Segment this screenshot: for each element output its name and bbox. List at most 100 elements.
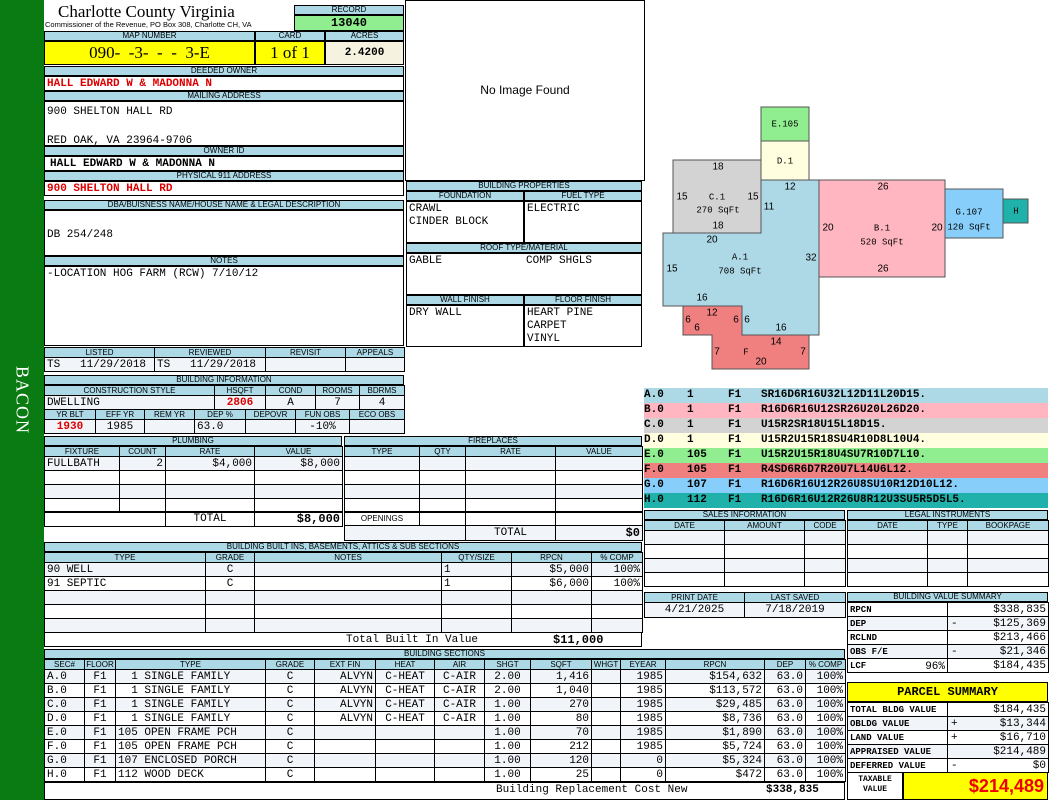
section-path: R16D6R16U12R26U8R12U3SU5R5D5L5. [761, 494, 966, 506]
table-cell: C-HEAT [375, 711, 435, 726]
table-cell [591, 590, 643, 605]
section-code-row: G.0 107 F1 R16D6R16U12R26U8SU10R12D10L12. [644, 478, 1048, 493]
parcel-sign: + [951, 717, 958, 730]
parcel-label: APPRAISED VALUE [847, 744, 948, 759]
parcel-label: LAND VALUE [847, 730, 948, 745]
sketch-label: 7 [800, 347, 806, 358]
deeded-owner: HALL EDWARD W & MADONNA N [44, 76, 404, 91]
value-summary-table: RPCN $338,835 DEP - $125,369 RCLND $213,466 OBS… [847, 602, 1049, 673]
table-cell: 90 WELL [44, 562, 206, 577]
value-summary-row: RPCN $338,835 [847, 602, 1049, 617]
parcel-value: + $13,344 [947, 716, 1049, 731]
table-cell: 1,040 [530, 683, 592, 698]
builtins-total-label: Total Built In Value [346, 634, 479, 646]
sketch-label: G.107 [955, 207, 982, 217]
column-header: CODE [804, 520, 846, 531]
column-header: TYPE [927, 520, 968, 531]
sketch-section-g [944, 188, 1004, 239]
table-cell: 0 [620, 753, 666, 768]
table-cell [165, 470, 255, 485]
builtins-title: BUILDING BUILT INS, BASEMENTS, ATTICS & … [44, 542, 642, 552]
table-cell [314, 753, 376, 768]
table-cell [375, 725, 435, 740]
plumbing-table: FIXTURE COUNT RATE VALUE FULLBATH 2 $4,000 $8,0… [44, 446, 343, 513]
table-cell [375, 753, 435, 768]
table-row [344, 470, 643, 485]
table-cell [927, 544, 968, 559]
table-cell: $5,000 [511, 562, 592, 577]
table-cell: 63.0 [764, 669, 806, 684]
table-header-row: DATE AMOUNT CODE [644, 520, 846, 531]
sketch-label: 16 [696, 293, 708, 304]
table-cell: 1.00 [484, 739, 531, 754]
table-cell [254, 470, 343, 485]
column-header: DATE [847, 520, 928, 531]
table-cell [465, 470, 556, 485]
table-cell: 270 [530, 697, 592, 712]
deeded-owner-label: DEEDED OWNER [44, 66, 404, 76]
building-sections-table: SEC# FLOOR TYPE GRADE EXT FIN HEAT AIR SHGT SQFT… [44, 659, 846, 782]
table-cell: $5,724 [665, 739, 765, 754]
table-row [644, 544, 846, 559]
column-header: RPCN [665, 659, 765, 670]
table-row [44, 618, 643, 633]
floor-finish-values: HEART PINE CARPET VINYL [524, 305, 642, 347]
table-cell: 1.00 [484, 753, 531, 768]
table-row: E.0 F1 105 OPEN FRAME PCH C 1.00 70 1985 $1,890… [44, 725, 846, 740]
table-cell: C [265, 725, 315, 740]
table-cell: 1 [441, 562, 512, 577]
table-cell: C [265, 753, 315, 768]
sketch-label: D.1 [777, 156, 793, 166]
column-header: RATE [465, 446, 556, 457]
table-cell [927, 558, 968, 573]
table-cell [967, 544, 1049, 559]
sketch-label: 15 [747, 192, 759, 203]
mailing-address: 900 SHELTON HALL RD RED OAK, VA 23964-970… [44, 101, 404, 146]
column-header: SQFT [530, 659, 592, 670]
table-cell [967, 558, 1049, 573]
table-cell: 120 [530, 753, 592, 768]
parcel-value: + $16,710 [947, 730, 1049, 745]
fireplaces-title: FIREPLACES [344, 436, 642, 446]
table-cell: 63.0 [764, 767, 806, 782]
column-header: EYEAR [620, 659, 666, 670]
district-sidebar: BACON [0, 0, 44, 800]
depreciation-percent: 63.0 [194, 419, 246, 434]
column-header: SEC# [44, 659, 85, 670]
table-cell [119, 484, 166, 499]
table-cell: C.0 [44, 697, 85, 712]
column-header: WHGT [591, 659, 621, 670]
table-cell [927, 572, 968, 587]
plumbing-title: PLUMBING [44, 436, 342, 446]
table-row: FULLBATH 2 $4,000 $8,000 [44, 456, 343, 471]
section-floor: F1 [728, 464, 742, 476]
summary-value: $213,466 [947, 630, 1049, 645]
table-cell [205, 590, 255, 605]
fuel-type-label: FUEL TYPE [524, 191, 642, 201]
value-summary-row: RCLND $213,466 [847, 630, 1049, 645]
floor-finish-value: HEART PINE [527, 307, 594, 319]
table-cell: C [205, 576, 255, 591]
table-cell: 63.0 [764, 711, 806, 726]
table-row: D.0 F1 1 SINGLE FAMILY C ALVYN C-HEAT C-AIR 1.… [44, 711, 846, 726]
table-cell: 0 [620, 767, 666, 782]
table-cell: 1 SINGLE FAMILY [115, 669, 266, 684]
table-cell: $8,736 [665, 711, 765, 726]
header-cell: DEP % [194, 409, 246, 420]
plumbing-total-row: TOTAL $8,000 [44, 511, 343, 527]
table-cell [314, 725, 376, 740]
table-cell [254, 484, 343, 499]
parcel-sign: - [951, 759, 958, 772]
sketch-label: 11 [764, 202, 775, 213]
summary-value: - $125,369 [947, 616, 1049, 631]
parcel-summary-table: TOTAL BLDG VALUE $184,435 OBLDG VALUE + $13,… [847, 702, 1049, 773]
section-floor: F1 [728, 434, 742, 446]
condition: A [265, 395, 316, 410]
header-cell: REM YR [144, 409, 195, 420]
table-header-row: TYPE QTY RATE VALUE [344, 446, 643, 457]
summary-amount: $21,346 [999, 645, 1046, 658]
table-cell: $29,485 [665, 697, 765, 712]
column-header: RPCN [511, 552, 592, 563]
header-cell: YR BLT [44, 409, 96, 420]
section-path: U15R2SR18U15L18D15. [761, 419, 887, 431]
